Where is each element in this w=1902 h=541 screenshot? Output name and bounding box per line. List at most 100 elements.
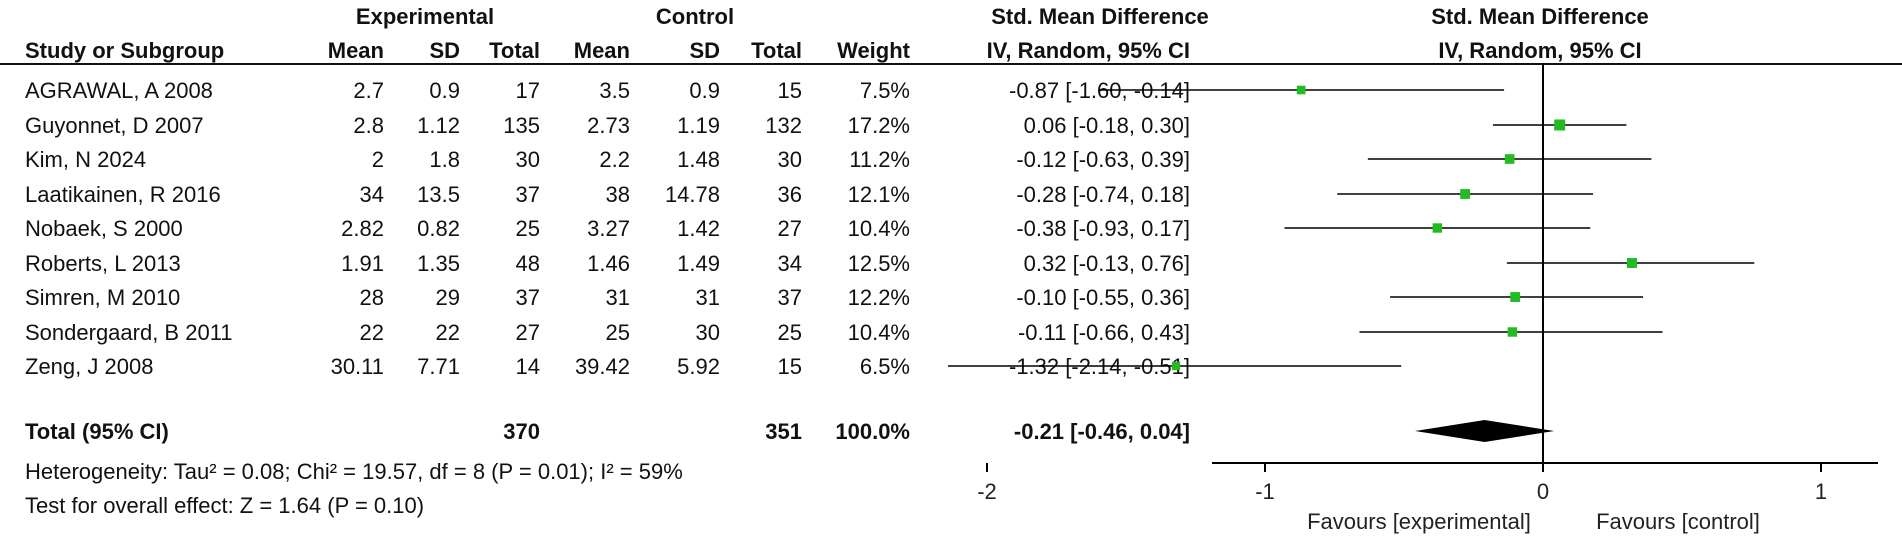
x-tick-label: -1 (1255, 479, 1275, 504)
total-c: 132 (765, 113, 802, 138)
x-tick-label: 1 (1815, 479, 1827, 504)
mean-e: 1.91 (341, 251, 384, 276)
header-experimental: Experimental (355, 4, 495, 29)
sd-e: 0.82 (417, 216, 460, 241)
plot-marks (948, 85, 1755, 442)
total-label: Total (95% CI) (25, 419, 169, 444)
sd-c: 1.49 (677, 251, 720, 276)
sd-e: 22 (435, 320, 460, 345)
sd-c: 5.92 (677, 354, 720, 379)
total-e: 27 (515, 320, 540, 345)
mean-c: 39.42 (574, 354, 630, 379)
mean-e: 34 (359, 182, 384, 207)
total-c: 36 (777, 182, 802, 207)
mean-e: 2.7 (353, 78, 384, 103)
effect-marker (1171, 361, 1181, 371)
mean-c: 3.27 (587, 216, 630, 241)
ci-text: -0.12 [-0.63, 0.39] (1016, 147, 1190, 172)
ci-text: -0.28 [-0.74, 0.18] (1016, 182, 1190, 207)
sd-e: 29 (435, 285, 460, 310)
effect-marker (1510, 292, 1521, 302)
total-c: 27 (777, 216, 802, 241)
effect-marker (1296, 85, 1306, 95)
total-ci-text: -0.21 [-0.46, 0.04] (1013, 419, 1190, 444)
total-e: 370 (503, 419, 540, 444)
study-name: Roberts, L 2013 (25, 251, 181, 276)
sd-c: 1.42 (677, 216, 720, 241)
weight: 12.2% (847, 285, 910, 310)
header-rule (0, 63, 1902, 65)
total-c: 34 (777, 251, 802, 276)
total-e: 14 (515, 354, 540, 379)
study-name: Laatikainen, R 2016 (25, 182, 221, 207)
total-e: 48 (515, 251, 540, 276)
mean-e: 22 (359, 320, 384, 345)
total-c: 37 (777, 285, 802, 310)
favours-right-label: Favours [control] (1596, 509, 1760, 534)
header-effect-title: Std. Mean Difference (991, 4, 1209, 29)
mean-e: 2.8 (353, 113, 384, 138)
col-ci-header: IV, Random, 95% CI (986, 38, 1190, 63)
study-name: AGRAWAL, A 2008 (25, 78, 213, 103)
col-mean-c-header: Mean (573, 38, 630, 63)
mean-e: 2.82 (341, 216, 384, 241)
weight: 11.2% (849, 147, 910, 172)
mean-e: 30.11 (330, 354, 384, 379)
weight: 7.5% (859, 78, 910, 103)
study-name: Zeng, J 2008 (25, 354, 154, 379)
col-total-e-header: Total (489, 38, 540, 63)
sd-c: 31 (695, 285, 720, 310)
mean-c: 3.5 (599, 78, 630, 103)
col-weight-header: Weight (837, 38, 910, 63)
effect-marker (1507, 327, 1518, 337)
effect-marker (1554, 119, 1566, 131)
ci-text: -0.11 [-0.66, 0.43] (1017, 320, 1190, 345)
total-c: 25 (777, 320, 802, 345)
weight: 17.2% (847, 113, 910, 138)
weight: 10.4% (847, 320, 910, 345)
col-sd-e-header: SD (429, 38, 460, 63)
total-weight: 100.0% (835, 419, 910, 444)
mean-c: 38 (605, 182, 630, 207)
heterogeneity-text: Heterogeneity: Tau² = 0.08; Chi² = 19.57… (25, 459, 683, 484)
total-c: 15 (777, 78, 802, 103)
study-name: Simren, M 2010 (25, 285, 181, 310)
col-mean-e-header: Mean (327, 38, 384, 63)
effect-marker (1626, 258, 1637, 268)
total-e: 25 (515, 216, 540, 241)
x-tick-label: 0 (1537, 479, 1549, 504)
total-c: 15 (777, 354, 802, 379)
total-e: 17 (515, 78, 540, 103)
pooled-diamond (1415, 420, 1555, 442)
mean-c: 25 (605, 320, 630, 345)
ci-text: 0.32 [-0.13, 0.76] (1023, 251, 1190, 276)
ci-text: -0.38 [-0.93, 0.17] (1016, 216, 1190, 241)
overall-effect-text: Test for overall effect: Z = 1.64 (P = 0… (25, 493, 425, 518)
effect-marker (1504, 154, 1515, 164)
sd-e: 1.12 (417, 113, 460, 138)
mean-c: 2.2 (599, 147, 630, 172)
col-total-c-header: Total (751, 38, 802, 63)
sd-c: 0.9 (689, 78, 720, 103)
sd-c: 30 (695, 320, 720, 345)
sd-c: 1.19 (677, 113, 720, 138)
mean-c: 31 (605, 285, 630, 310)
sd-c: 1.48 (677, 147, 720, 172)
weight: 12.5% (847, 251, 910, 276)
weight: 12.1% (847, 182, 910, 207)
x-tick-label: -2 (977, 479, 997, 504)
total-e: 30 (515, 147, 540, 172)
sd-e: 7.71 (417, 354, 460, 379)
mean-c: 1.46 (587, 251, 630, 276)
total-c: 351 (765, 419, 802, 444)
total-e: 135 (503, 113, 540, 138)
effect-marker (1460, 189, 1471, 199)
favours-left-label: Favours [experimental] (1307, 509, 1531, 534)
mean-c: 2.73 (587, 113, 630, 138)
total-e: 37 (515, 182, 540, 207)
mean-e: 2 (371, 147, 384, 172)
mean-e: 28 (359, 285, 384, 310)
plot-subtitle: IV, Random, 95% CI (1438, 38, 1642, 63)
header-plot-title: Std. Mean Difference (1431, 4, 1649, 29)
